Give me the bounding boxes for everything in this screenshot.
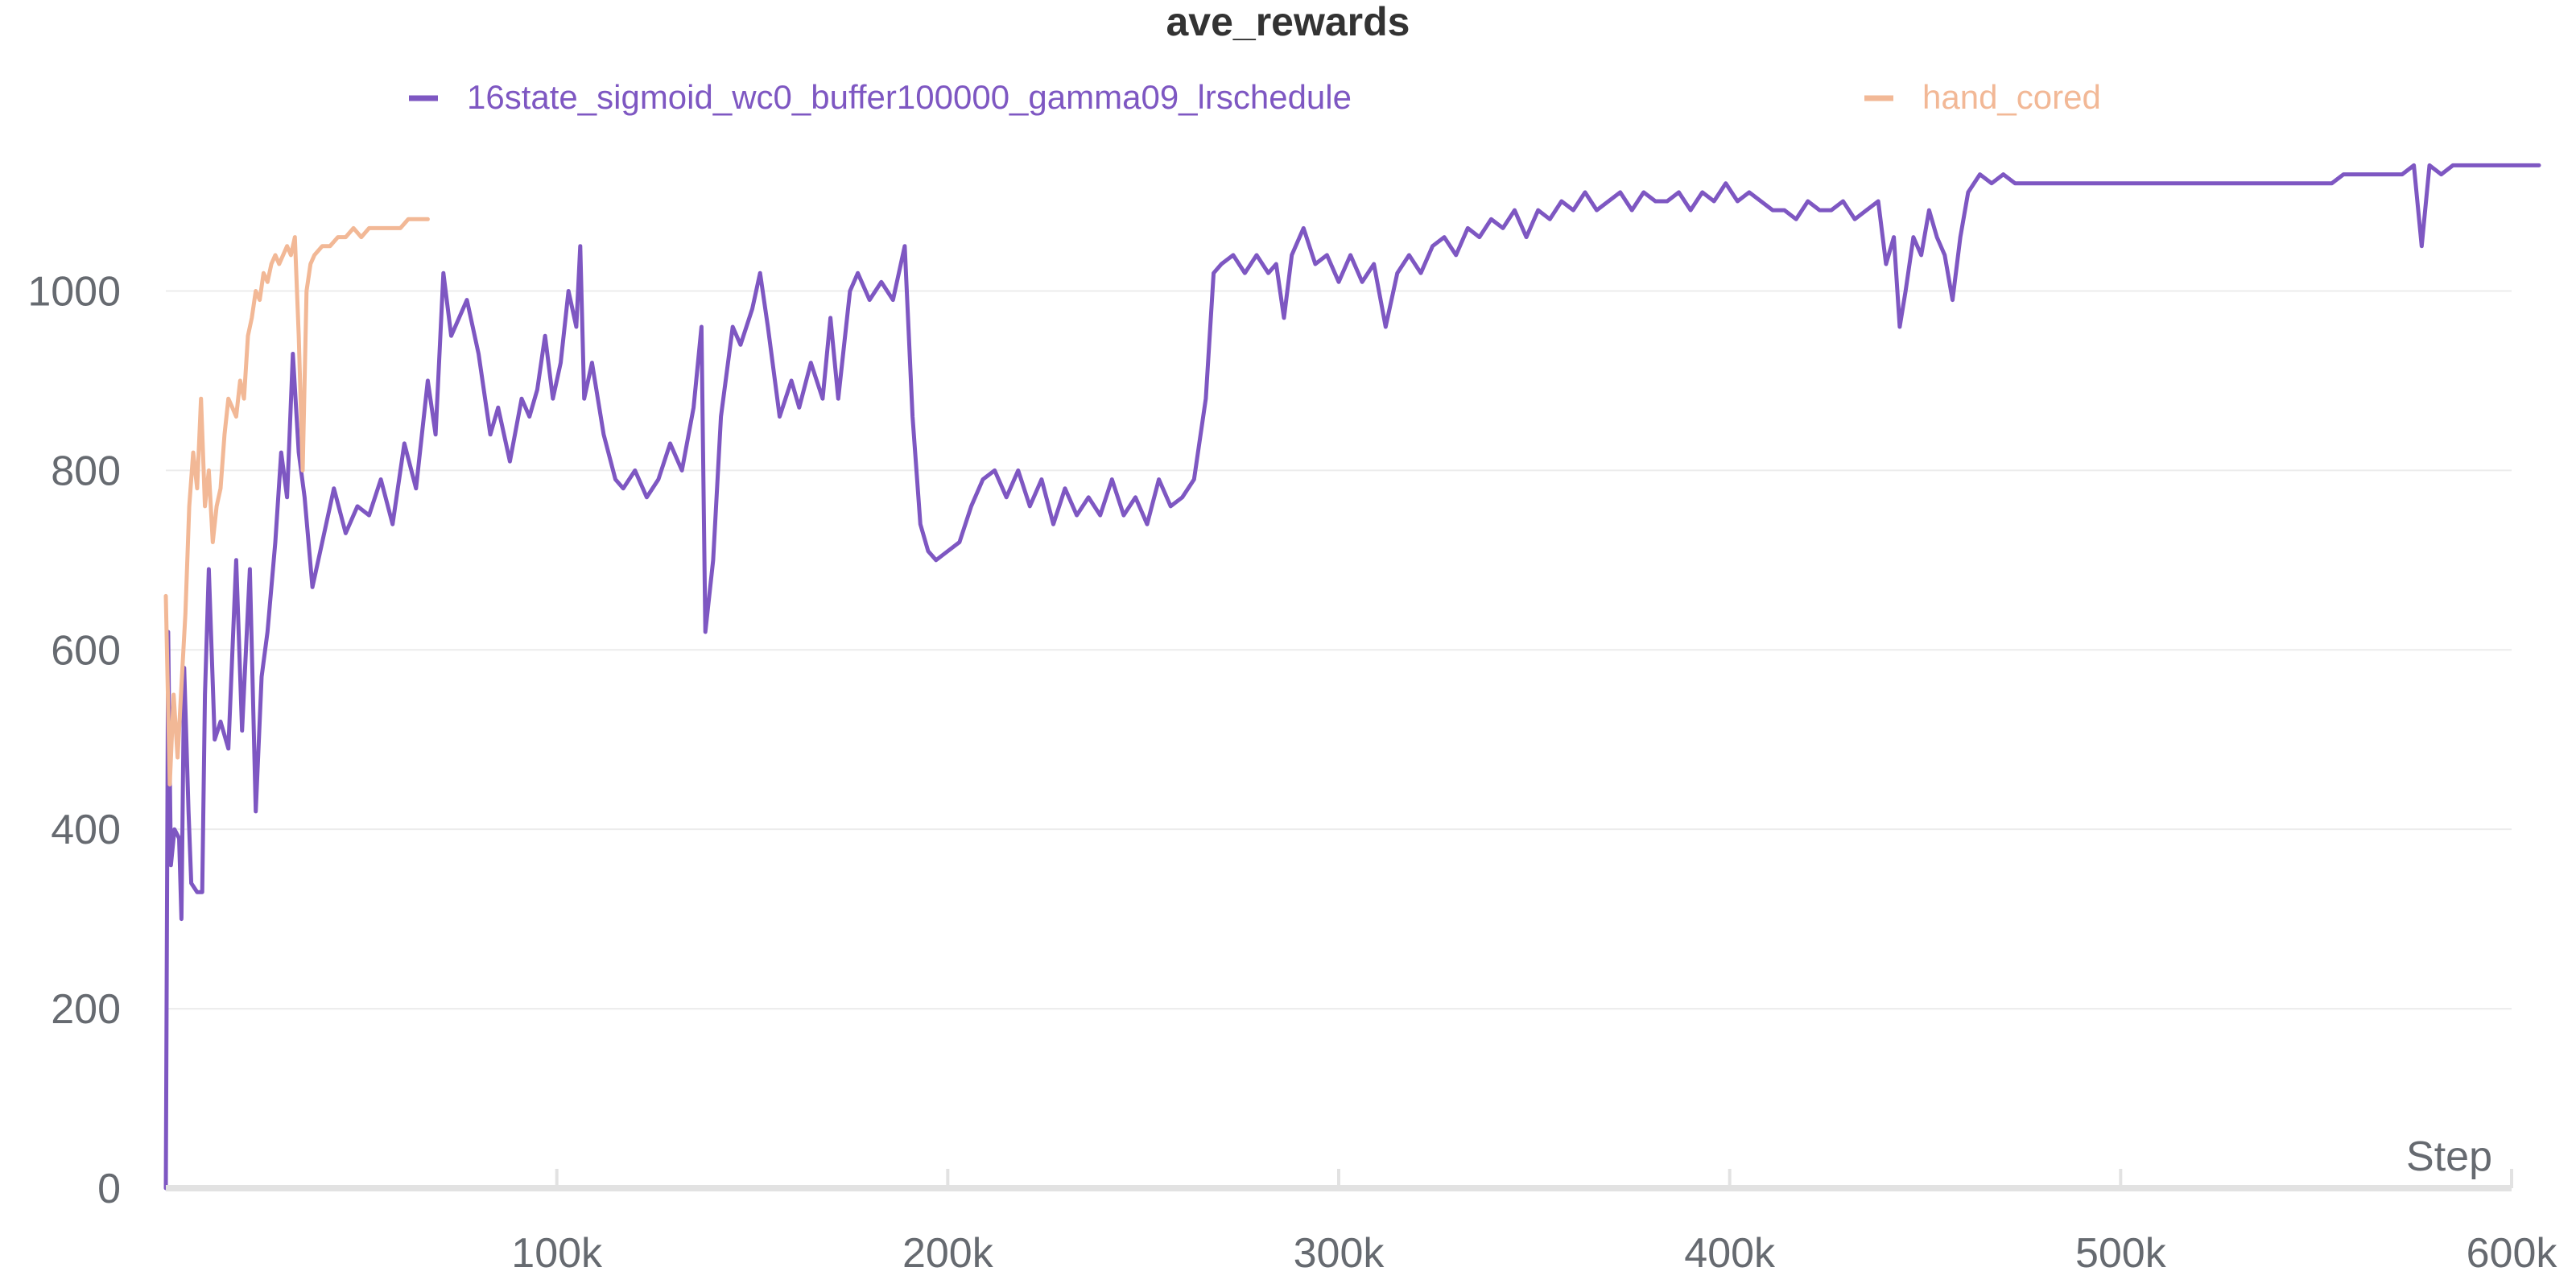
legend-item-1[interactable]: hand_cored: [1864, 78, 2101, 116]
x-tick-label-5: 600k: [2467, 1230, 2558, 1277]
x-tick-label-0: 100k: [511, 1230, 603, 1277]
legend: 16state_sigmoid_wc0_buffer100000_gamma09…: [409, 78, 2101, 116]
axes: 0 200 400 600 800 1000 100k 200k 300k 400k 500k 600…: [27, 268, 2557, 1277]
x-tick-label-3: 400k: [1684, 1230, 1776, 1277]
x-axis-label: Step: [2406, 1133, 2492, 1180]
y-tick-label-4: 800: [51, 448, 121, 494]
y-tick-label-2: 400: [51, 807, 121, 853]
x-tick-label-4: 500k: [2075, 1230, 2167, 1277]
grid-lines: [166, 290, 2512, 1010]
series-line-1: [163, 217, 430, 786]
series-line-0: [163, 163, 2541, 1191]
legend-item-0[interactable]: 16state_sigmoid_wc0_buffer100000_gamma09…: [409, 78, 1352, 116]
plot-area: [163, 163, 2541, 1191]
chart-title: ave_rewards: [1166, 0, 1410, 44]
x-tick-label-1: 200k: [902, 1230, 994, 1277]
y-tick-label-5: 1000: [27, 268, 121, 315]
legend-label-1: hand_cored: [1922, 78, 2101, 116]
y-tick-label-0: 0: [97, 1166, 121, 1212]
y-tick-label-3: 600: [51, 627, 121, 674]
legend-label-0: 16state_sigmoid_wc0_buffer100000_gamma09…: [467, 78, 1352, 116]
x-tick-label-2: 300k: [1294, 1230, 1385, 1277]
y-tick-label-1: 200: [51, 986, 121, 1033]
